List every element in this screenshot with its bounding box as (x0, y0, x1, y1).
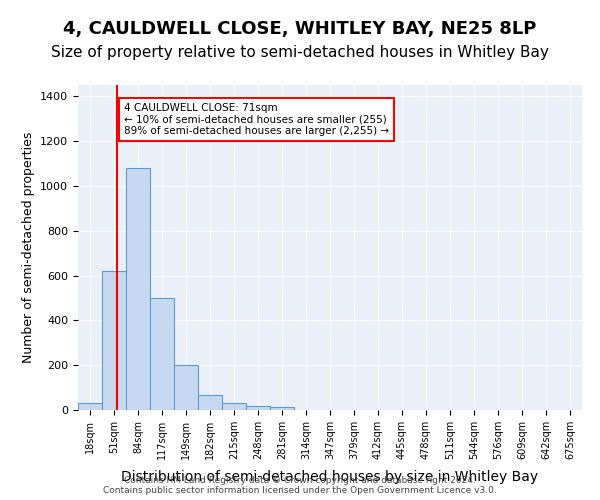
Bar (222, 402, 246, 410)
Bar (78, 404, 102, 410)
X-axis label: Distribution of semi-detached houses by size in Whitley Bay: Distribution of semi-detached houses by … (121, 470, 539, 484)
Text: Size of property relative to semi-detached houses in Whitley Bay: Size of property relative to semi-detach… (51, 45, 549, 60)
Bar (102, 271, 126, 410)
Bar (270, 406, 294, 410)
Bar (150, 298, 174, 410)
Text: 4, CAULDWELL CLOSE, WHITLEY BAY, NE25 8LP: 4, CAULDWELL CLOSE, WHITLEY BAY, NE25 8L… (64, 20, 536, 38)
Bar (126, 168, 150, 410)
Text: Contains HM Land Registry data © Crown copyright and database right 2024.
Contai: Contains HM Land Registry data © Crown c… (103, 476, 497, 495)
Bar (246, 406, 270, 410)
Text: 4 CAULDWELL CLOSE: 71sqm
← 10% of semi-detached houses are smaller (255)
89% of : 4 CAULDWELL CLOSE: 71sqm ← 10% of semi-d… (124, 103, 389, 136)
Bar (174, 365, 198, 410)
Y-axis label: Number of semi-detached properties: Number of semi-detached properties (22, 132, 35, 363)
Bar (198, 396, 222, 410)
